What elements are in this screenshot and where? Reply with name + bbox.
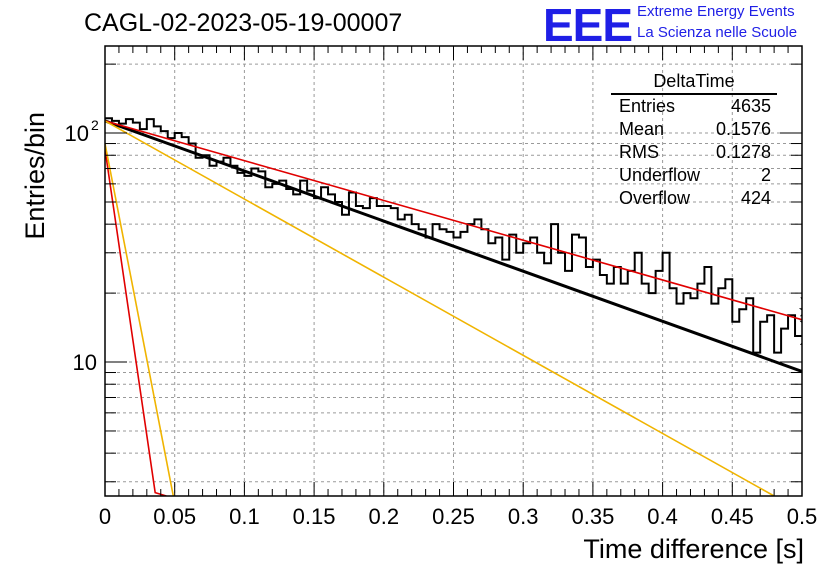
fit-curve (105, 119, 802, 373)
logo-line-2: La Scienza nelle Scuole (637, 24, 798, 41)
stat-value: 424 (740, 188, 771, 208)
x-tick-label: 0.45 (711, 504, 754, 529)
x-tick-label: 0.3 (508, 504, 539, 529)
stat-value: 0.1278 (715, 142, 771, 162)
y-tick-exponent: 2 (91, 117, 99, 133)
stats-box: DeltaTime Entries 4635 Mean 0.1576 RMS 0… (611, 70, 777, 210)
x-axis-label: Time difference [s] (583, 534, 804, 564)
x-tick-label: 0.1 (229, 504, 260, 529)
stat-label: RMS (619, 142, 659, 162)
stat-label: Underflow (619, 165, 701, 185)
stat-label: Mean (619, 119, 665, 139)
y-axis-label: Entries/bin (20, 112, 50, 240)
stat-value: 0.1576 (715, 119, 771, 139)
eee-logo: EEE (543, 0, 633, 51)
x-tick-label: 0.2 (369, 504, 400, 529)
chart-title: CAGL-02-2023-05-19-00007 (84, 9, 403, 37)
stat-label: Overflow (619, 188, 691, 208)
fast-upper-curve (105, 149, 167, 496)
stat-row-overflow: Overflow 424 (611, 187, 777, 210)
fast-lower-curve (105, 143, 175, 496)
stat-row-entries: Entries 4635 (611, 95, 777, 118)
stat-value: 4635 (730, 96, 771, 116)
stat-row-mean: Mean 0.1576 (611, 118, 777, 141)
fit-upper-curve (105, 120, 802, 321)
stat-row-rms: RMS 0.1278 (611, 141, 777, 164)
y-tick-label: 10 (65, 121, 89, 146)
x-tick-label: 0.4 (647, 504, 678, 529)
stats-title: DeltaTime (611, 70, 777, 95)
y-tick-label: 10 (73, 350, 97, 375)
x-tick-label: 0.15 (293, 504, 336, 529)
x-tick-label: 0.35 (571, 504, 614, 529)
x-tick-label: 0.25 (432, 504, 475, 529)
histogram-outline (105, 117, 802, 432)
stat-value: 2 (760, 165, 771, 185)
x-tick-label: 0.05 (153, 504, 196, 529)
x-tick-label: 0 (99, 504, 111, 529)
fit-lower-curve (105, 120, 775, 496)
stat-row-underflow: Underflow 2 (611, 164, 777, 187)
logo-line-1: Extreme Energy Events (637, 3, 795, 20)
x-tick-label: 0.5 (787, 504, 818, 529)
stat-label: Entries (619, 96, 676, 116)
